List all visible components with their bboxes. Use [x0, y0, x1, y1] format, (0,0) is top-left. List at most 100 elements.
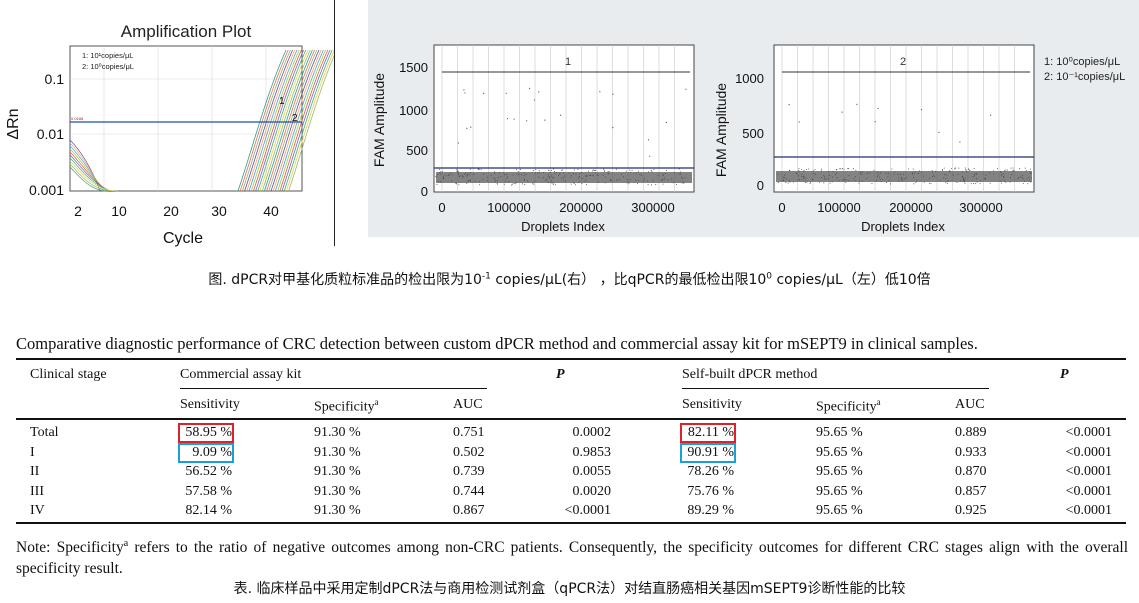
droplet-point: [642, 180, 644, 182]
droplet-point: [627, 181, 629, 183]
right-xtick-1: 0: [778, 200, 785, 215]
droplet-point: [459, 176, 461, 178]
droplet-point: [828, 174, 830, 176]
selfbuilt-group-rule: [682, 388, 989, 389]
droplet-point: [533, 183, 535, 185]
droplet-point: [466, 182, 468, 184]
positive-droplet-point: [788, 104, 790, 106]
droplet-point: [631, 169, 633, 171]
droplet-point: [479, 184, 481, 186]
right-ytick-3: 0: [757, 178, 764, 193]
right-ytick-2: 500: [742, 126, 764, 141]
droplet-point: [802, 175, 804, 177]
droplet-point: [804, 180, 806, 182]
droplet-point: [458, 184, 460, 186]
positive-droplet-point: [560, 114, 562, 116]
droplet-point: [999, 170, 1001, 172]
droplet-point: [964, 182, 966, 184]
droplet-point: [898, 177, 900, 179]
droplet-point: [918, 170, 920, 172]
droplet-point: [611, 180, 613, 182]
droplet-point: [847, 167, 849, 169]
right-xtick-2: 100000: [817, 200, 860, 215]
amp-xlabel: Cycle: [163, 230, 203, 247]
curve-label-1: 1: [279, 96, 285, 107]
droplet-point: [681, 176, 683, 178]
droplet-point: [553, 171, 555, 173]
cell-stage: III: [30, 483, 44, 499]
droplet-point: [504, 180, 506, 182]
droplet-point: [843, 168, 845, 170]
droplet-point: [494, 181, 496, 183]
droplet-point: [625, 170, 627, 172]
droplet-point: [650, 170, 652, 172]
droplet-point: [924, 181, 926, 183]
negative-droplet-band: [436, 172, 692, 183]
cell-auc2: 0.889: [955, 425, 987, 440]
droplet-point: [975, 173, 977, 175]
cell-spec1: 91.30 %: [314, 464, 361, 479]
droplet-point: [456, 169, 458, 171]
table-note: Note: Specificitya refers to the ratio o…: [16, 538, 1128, 578]
droplet-point: [652, 180, 654, 182]
droplet-point: [466, 175, 468, 177]
positive-droplet-point: [470, 126, 472, 128]
droplet-point: [469, 168, 471, 170]
droplet-point: [893, 173, 895, 175]
droplet-point: [546, 179, 548, 181]
table-title: Comparative diagnostic performance of CR…: [16, 334, 978, 353]
droplet-point: [829, 182, 831, 184]
droplet-point: [662, 175, 664, 177]
droplet-point: [823, 182, 825, 184]
header-self-built-dpcr: Self-built dPCR method: [682, 367, 818, 382]
droplet-point: [575, 184, 577, 186]
droplet-point: [534, 172, 536, 174]
droplet-point: [993, 173, 995, 175]
droplet-point: [496, 180, 498, 182]
droplet-point: [469, 179, 471, 181]
droplet-point: [789, 179, 791, 181]
droplet-point: [524, 184, 526, 186]
cell-spec1: 91.30 %: [314, 425, 361, 440]
cell-p1: 0.0020: [572, 483, 612, 499]
droplet-point: [803, 170, 805, 172]
left-ytick-4: 0: [421, 184, 428, 199]
right-xtick-3: 200000: [889, 200, 932, 215]
droplet-point: [804, 181, 806, 183]
droplet-point: [500, 176, 502, 178]
droplet-point: [547, 181, 549, 183]
positive-droplet-point: [665, 121, 667, 124]
droplet-point: [939, 179, 941, 181]
droplet-point: [782, 180, 784, 182]
droplet-point: [949, 169, 951, 171]
droplet-point: [1024, 167, 1026, 169]
droplet-point: [533, 181, 535, 183]
left-xtick-4: 300000: [631, 200, 674, 215]
right-ytick-1: 1000: [735, 71, 764, 86]
droplet-point: [962, 176, 964, 178]
droplet-point: [903, 173, 905, 175]
droplet-point: [988, 172, 990, 174]
panel-label: 1: [565, 56, 571, 68]
droplet-point: [843, 178, 845, 180]
droplet-point: [806, 168, 808, 170]
droplet-point: [1002, 176, 1004, 178]
cell-spec2: 95.65 %: [816, 464, 863, 479]
droplet-point: [465, 172, 467, 174]
droplet-point: [803, 177, 805, 179]
droplet-point: [913, 172, 915, 174]
droplet-point: [538, 170, 540, 172]
droplet-point: [844, 179, 846, 181]
positive-droplet-point: [874, 121, 876, 123]
droplet-point: [879, 178, 881, 180]
droplet-point: [609, 179, 611, 181]
droplet-point: [835, 174, 837, 176]
positive-droplet-point: [856, 103, 858, 105]
positive-droplet-point: [464, 92, 466, 94]
table-row: III 57.58 % 91.30 % 0.744 0.0020 75.76 % 95.65…: [0, 484, 1139, 503]
droplet-point: [1012, 171, 1014, 173]
droplet-point: [630, 171, 632, 173]
droplet-point: [594, 172, 596, 174]
droplet-point: [662, 174, 664, 176]
droplet-point: [437, 180, 439, 182]
